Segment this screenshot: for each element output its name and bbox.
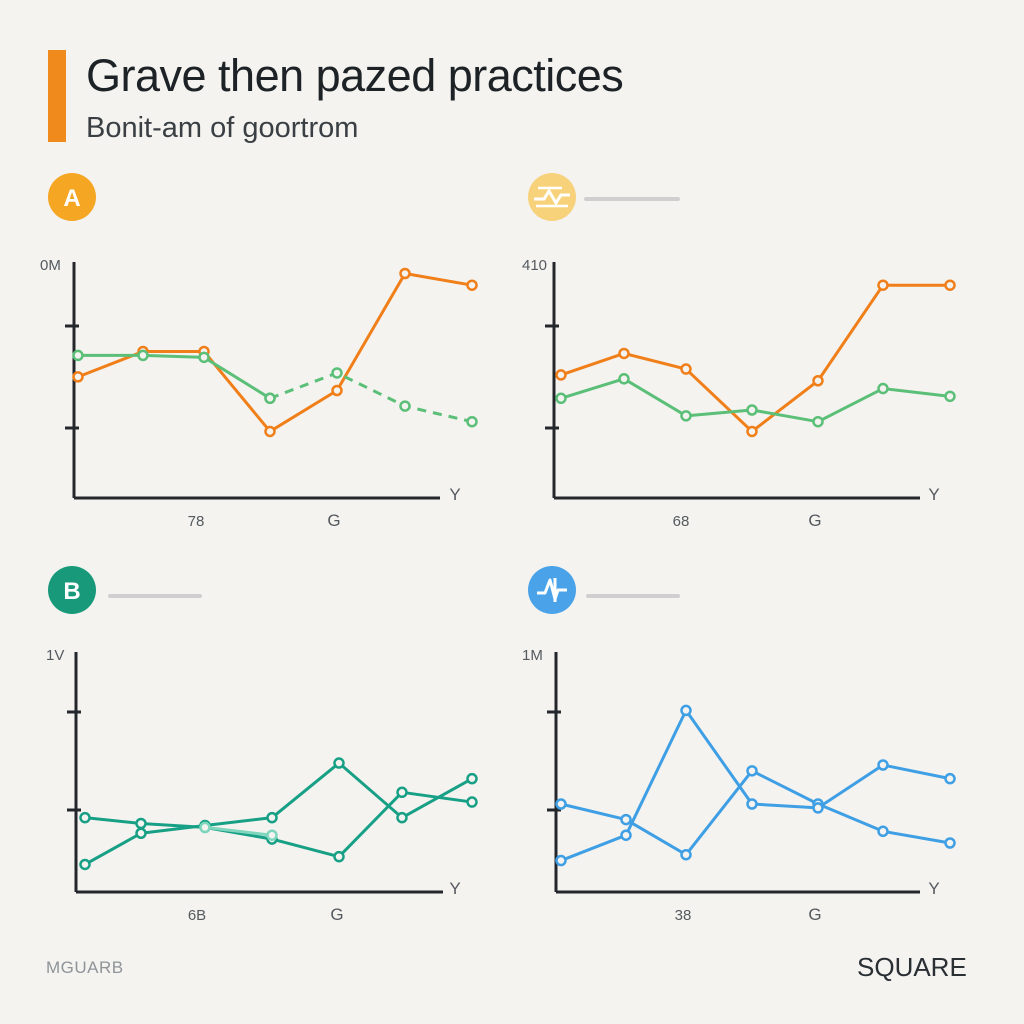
footer-brand: SQUARE: [857, 952, 967, 982]
data-point: [72, 371, 84, 383]
data-point: [396, 811, 408, 824]
data-point: [396, 786, 408, 799]
data-point: [79, 858, 91, 871]
data-point: [399, 400, 411, 412]
page-title: Grave then pazed practices: [86, 50, 624, 101]
x-axis-end-label: Y: [449, 485, 460, 504]
chart-panel-4: 1M 38 G Y: [522, 566, 956, 924]
data-point: [135, 827, 147, 839]
chart-badge-3: [48, 566, 96, 614]
data-point: [812, 802, 824, 814]
data-point: [555, 854, 567, 867]
x-tick-label: G: [808, 511, 821, 530]
x-tick-label: 68: [673, 513, 690, 530]
data-point: [333, 757, 345, 769]
data-point: [137, 349, 149, 362]
series-line-2: [560, 377, 951, 424]
chart-badge-1: [48, 173, 96, 221]
y-axis-top-label: 1M: [522, 647, 543, 664]
data-point: [746, 765, 758, 777]
data-point: [331, 367, 343, 379]
series-line-1: [84, 761, 473, 866]
data-point: [877, 382, 889, 395]
data-point: [944, 772, 956, 785]
data-point: [466, 279, 478, 291]
data-point: [555, 798, 567, 810]
y-axis-top-label: 1V: [46, 647, 64, 664]
data-point: [333, 850, 345, 863]
x-tick-label: 78: [188, 513, 205, 530]
x-tick-label: G: [808, 905, 821, 924]
icon-stroke: [537, 578, 567, 601]
chart-badge-label: A: [63, 185, 80, 212]
data-point: [812, 415, 824, 428]
data-point: [399, 267, 411, 280]
pulse-chart-icon: [537, 578, 567, 602]
data-point: [466, 415, 478, 428]
data-point: [620, 829, 632, 841]
x-tick-label: G: [330, 905, 343, 924]
x-axis-end-label: Y: [928, 485, 939, 504]
x-tick-label: 6B: [188, 907, 206, 924]
footer-left-text: MGUARB: [46, 958, 124, 977]
data-point: [555, 369, 567, 381]
chart-panel-1: A 0M 78 G Y: [40, 173, 478, 530]
title-accent-bar: [48, 50, 66, 142]
data-point: [944, 279, 956, 291]
data-point: [877, 759, 889, 771]
data-point: [680, 410, 692, 422]
data-point: [746, 425, 758, 438]
data-point: [331, 384, 343, 397]
data-point: [264, 392, 276, 405]
data-point: [264, 425, 276, 438]
series-line-3: [269, 371, 473, 424]
data-point: [266, 829, 278, 841]
data-point: [746, 798, 758, 810]
series-line-1: [560, 769, 951, 857]
icon-stroke: [534, 188, 570, 206]
chart-panel-2: 410 68 G Y: [522, 173, 956, 530]
data-point: [680, 848, 692, 861]
data-point: [466, 772, 478, 785]
data-point: [680, 704, 692, 717]
y-axis-top-label: 410: [522, 257, 547, 274]
data-point: [680, 363, 692, 375]
x-tick-label: G: [327, 511, 340, 530]
data-point: [812, 375, 824, 387]
data-point: [72, 349, 84, 362]
series-line-1: [77, 272, 473, 433]
data-point: [618, 373, 630, 385]
wave-chart-icon: [534, 186, 570, 208]
x-tick-label: 38: [675, 907, 692, 924]
chart-badge-label: B: [63, 578, 80, 605]
data-point: [466, 796, 478, 808]
series-line-2: [560, 708, 951, 862]
data-point: [877, 825, 889, 838]
data-point: [135, 817, 147, 830]
data-point: [199, 821, 211, 834]
data-point: [746, 404, 758, 416]
data-point: [266, 811, 278, 824]
chart-panel-3: B 1V 6B G Y: [46, 566, 478, 924]
data-point: [198, 351, 210, 364]
series-line-2: [78, 353, 271, 400]
x-axis-end-label: Y: [928, 879, 939, 898]
data-point: [618, 347, 630, 360]
series-line-3: [204, 825, 273, 837]
data-point: [877, 279, 889, 291]
y-axis-top-label: 0M: [40, 257, 61, 274]
x-axis-end-label: Y: [449, 879, 460, 898]
data-point: [944, 837, 956, 849]
data-point: [79, 811, 91, 824]
page-subtitle: Bonit-am of goortrom: [86, 112, 359, 144]
data-point: [555, 392, 567, 405]
data-point: [620, 813, 632, 826]
data-point: [944, 390, 956, 403]
